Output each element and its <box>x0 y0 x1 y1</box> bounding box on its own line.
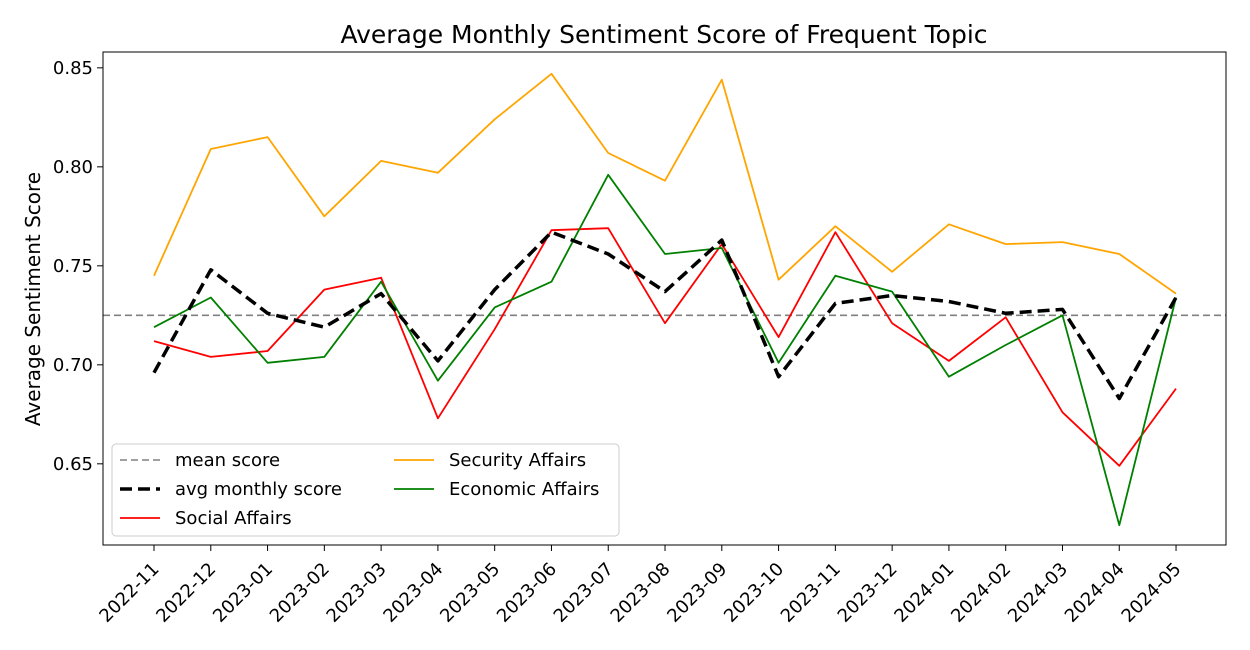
x-tick-label: 2023-03 <box>323 559 391 627</box>
x-tick-label: 2024-05 <box>1118 559 1186 627</box>
y-tick-label: 0.70 <box>53 355 93 376</box>
y-tick-label: 0.65 <box>53 454 93 475</box>
x-axis-ticks: 2022-112022-122023-012023-022023-032023-… <box>95 545 1186 627</box>
series-line-economic-affairs <box>153 173 1177 527</box>
y-tick-label: 0.75 <box>53 256 93 277</box>
x-tick-label: 2023-12 <box>834 559 902 627</box>
y-tick-label: 0.80 <box>53 157 93 178</box>
plot-frame <box>102 51 1227 546</box>
x-tick-label: 2023-07 <box>550 559 618 627</box>
legend-label-economic-affairs: Economic Affairs <box>449 479 599 500</box>
legend-label-security-affairs: Security Affairs <box>449 450 586 471</box>
legend-label-avg-monthly-score: avg monthly score <box>175 479 342 500</box>
legend-label-social-affairs: Social Affairs <box>175 508 292 529</box>
series-line-security-affairs <box>153 72 1177 295</box>
x-tick-label: 2023-02 <box>266 559 334 627</box>
x-tick-label: 2023-04 <box>379 559 447 627</box>
y-axis-ticks: 0.65 0.70 0.75 0.80 0.85 <box>53 58 103 475</box>
x-tick-label: 2023-09 <box>663 559 731 627</box>
x-tick-label: 2023-11 <box>777 559 845 627</box>
x-tick-label: 2024-01 <box>890 559 958 627</box>
chart-title: Average Monthly Sentiment Score of Frequ… <box>340 20 987 49</box>
x-tick-label: 2022-11 <box>95 559 163 627</box>
legend: mean score avg monthly score Social Affair… <box>111 443 620 537</box>
legend-box <box>111 443 620 537</box>
series-line-avg-monthly-score <box>152 230 1178 401</box>
x-tick-label: 2024-04 <box>1061 559 1129 627</box>
x-tick-label: 2022-12 <box>152 559 220 627</box>
x-tick-label: 2023-01 <box>209 559 277 627</box>
x-tick-label: 2023-10 <box>720 559 788 627</box>
x-tick-label: 2023-05 <box>436 559 504 627</box>
legend-label-mean-score: mean score <box>175 450 280 471</box>
x-tick-label: 2024-03 <box>1004 559 1072 627</box>
x-tick-label: 2023-06 <box>493 559 561 627</box>
plot-area <box>103 72 1226 527</box>
x-tick-label: 2024-02 <box>947 559 1015 627</box>
y-axis-label: Average Sentiment Score <box>21 172 45 426</box>
x-tick-label: 2023-08 <box>607 559 675 627</box>
y-tick-label: 0.85 <box>53 58 93 79</box>
series-line-social-affairs <box>153 227 1177 467</box>
